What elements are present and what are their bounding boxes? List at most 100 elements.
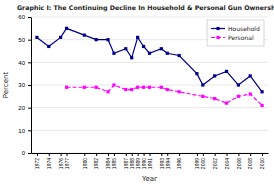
x-tick-mark: [138, 153, 139, 156]
point-marker: [83, 34, 86, 37]
x-axis: 1972197419761977198019821984198519871988…: [32, 153, 269, 169]
x-tick-mark: [215, 153, 216, 156]
y-tick-label: 40: [18, 60, 25, 66]
x-tick-mark: [61, 153, 62, 156]
x-tick-mark: [37, 153, 38, 156]
point-marker: [213, 74, 216, 77]
x-tick-label: 1982: [93, 158, 99, 169]
x-tick-label: 2010: [259, 158, 265, 169]
title: Graphic I: The Continuing Decline In Hou…: [17, 4, 274, 12]
x-tick-mark: [96, 153, 97, 156]
x-tick-mark: [203, 153, 204, 156]
legend-label: Household: [228, 25, 260, 32]
x-tick: 1982: [93, 153, 99, 169]
x-tick-label: 1972: [34, 158, 40, 169]
y-tick-mark: [28, 17, 31, 18]
point-marker: [142, 86, 145, 89]
point-marker: [124, 88, 127, 91]
point-marker: [201, 83, 204, 86]
legend-label: Personal: [228, 34, 254, 41]
x-tick-mark: [227, 153, 228, 156]
y-axis: 0 10 20 30 40 50 60: [18, 14, 31, 156]
point-marker: [59, 36, 62, 39]
grid-line: [31, 107, 268, 108]
point-marker: [47, 45, 50, 48]
y-tick-label: 10: [18, 128, 25, 134]
y-tick-mark: [28, 62, 31, 63]
x-tick-mark: [126, 153, 127, 156]
grid-line: [31, 17, 268, 18]
x-tick-label: 1980: [82, 158, 88, 169]
x-tick-mark: [108, 153, 109, 156]
x-tick-mark: [197, 153, 198, 156]
point-marker: [112, 83, 115, 86]
point-marker: [142, 45, 145, 48]
point-marker: [201, 95, 204, 98]
y-tick: 40: [18, 60, 31, 66]
x-tick-label: 2004: [224, 158, 230, 169]
point-marker: [130, 56, 133, 59]
x-tick: 1985: [111, 153, 117, 169]
point-marker: [178, 54, 181, 57]
y-axis-title: Percent: [2, 72, 10, 99]
point-marker: [225, 70, 228, 73]
grid-line: [31, 130, 268, 131]
x-tick-label: 2000: [200, 158, 206, 169]
point-marker: [136, 86, 139, 89]
x-tick-label: 1994: [165, 158, 171, 169]
legend-marker: [216, 36, 219, 39]
legend-swatch: [211, 37, 225, 38]
y-tick: 60: [18, 14, 31, 20]
point-marker: [95, 38, 98, 41]
x-tick-mark: [49, 153, 50, 156]
x-tick-label: 1974: [46, 158, 52, 169]
x-tick: 1974: [46, 153, 52, 169]
x-tick-label: 2002: [212, 158, 218, 169]
x-tick: 2006: [236, 153, 242, 169]
y-tick-mark: [28, 40, 31, 41]
grid-line: [31, 85, 268, 86]
y-tick-label: 0: [22, 150, 26, 156]
y-tick-mark: [28, 85, 31, 86]
x-tick-mark: [238, 153, 239, 156]
x-tick-mark: [167, 153, 168, 156]
x-tick: 1977: [64, 153, 70, 169]
point-marker: [160, 47, 163, 50]
x-tick-mark: [150, 153, 151, 156]
y-tick-mark: [28, 108, 31, 109]
x-tick-mark: [132, 153, 133, 156]
point-marker: [112, 52, 115, 55]
x-tick: 1980: [82, 153, 88, 169]
x-tick-label: 2008: [247, 158, 253, 169]
point-marker: [130, 88, 133, 91]
x-tick: 1972: [34, 153, 40, 169]
point-marker: [249, 74, 252, 77]
x-tick-mark: [262, 153, 263, 156]
grid-line: [31, 62, 268, 63]
point-marker: [178, 90, 181, 93]
x-tick-mark: [161, 153, 162, 156]
y-tick-label: 50: [18, 37, 25, 43]
x-tick-label: 1977: [64, 158, 70, 169]
point-marker: [35, 36, 38, 39]
y-tick-label: 20: [18, 105, 25, 111]
point-marker: [195, 72, 198, 75]
point-marker: [148, 86, 151, 89]
y-tick-mark: [28, 130, 31, 131]
point-marker: [213, 97, 216, 100]
x-tick-label: 1996: [176, 158, 182, 169]
y-tick-mark: [28, 153, 31, 154]
x-tick: 2010: [259, 153, 265, 169]
x-tick: 2002: [212, 153, 218, 169]
point-marker: [83, 86, 86, 89]
y-tick: 0: [22, 150, 31, 156]
x-tick: 2008: [247, 153, 253, 169]
y-tick-label: 60: [18, 14, 25, 20]
point-marker: [65, 86, 68, 89]
point-marker: [249, 92, 252, 95]
x-tick: 1991: [147, 153, 153, 169]
point-marker: [225, 102, 228, 105]
y-tick: 30: [18, 82, 31, 88]
point-marker: [65, 27, 68, 30]
x-tick-mark: [114, 153, 115, 156]
